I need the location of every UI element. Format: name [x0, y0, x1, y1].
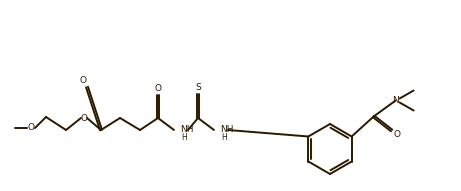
Text: NH: NH — [180, 125, 194, 134]
Text: N: N — [392, 96, 399, 105]
Text: O: O — [81, 113, 88, 122]
Text: S: S — [195, 83, 201, 91]
Text: O: O — [393, 130, 400, 139]
Text: NH: NH — [220, 125, 234, 134]
Text: O: O — [28, 124, 35, 133]
Text: H: H — [181, 134, 187, 142]
Text: O: O — [79, 75, 87, 84]
Text: O: O — [154, 83, 161, 92]
Text: H: H — [221, 134, 227, 142]
